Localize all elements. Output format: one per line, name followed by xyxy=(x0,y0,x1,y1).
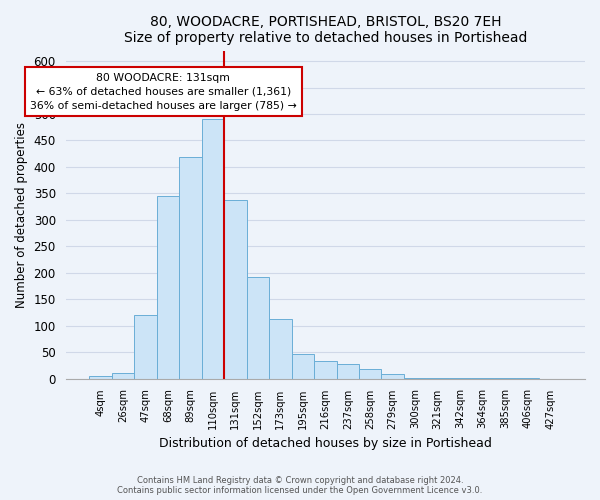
Bar xyxy=(112,374,134,378)
Bar xyxy=(247,277,269,378)
Text: Contains HM Land Registry data © Crown copyright and database right 2024.
Contai: Contains HM Land Registry data © Crown c… xyxy=(118,476,482,495)
Bar xyxy=(179,158,202,378)
Bar xyxy=(224,200,247,378)
Bar xyxy=(89,376,112,378)
Title: 80, WOODACRE, PORTISHEAD, BRISTOL, BS20 7EH
Size of property relative to detache: 80, WOODACRE, PORTISHEAD, BRISTOL, BS20 … xyxy=(124,15,527,45)
Bar xyxy=(359,369,382,378)
Bar xyxy=(202,120,224,378)
X-axis label: Distribution of detached houses by size in Portishead: Distribution of detached houses by size … xyxy=(159,437,492,450)
Y-axis label: Number of detached properties: Number of detached properties xyxy=(15,122,28,308)
Bar xyxy=(292,354,314,378)
Bar xyxy=(337,364,359,378)
Text: 80 WOODACRE: 131sqm
← 63% of detached houses are smaller (1,361)
36% of semi-det: 80 WOODACRE: 131sqm ← 63% of detached ho… xyxy=(30,73,297,111)
Bar xyxy=(269,320,292,378)
Bar xyxy=(134,315,157,378)
Bar xyxy=(382,374,404,378)
Bar xyxy=(314,361,337,378)
Bar xyxy=(157,196,179,378)
